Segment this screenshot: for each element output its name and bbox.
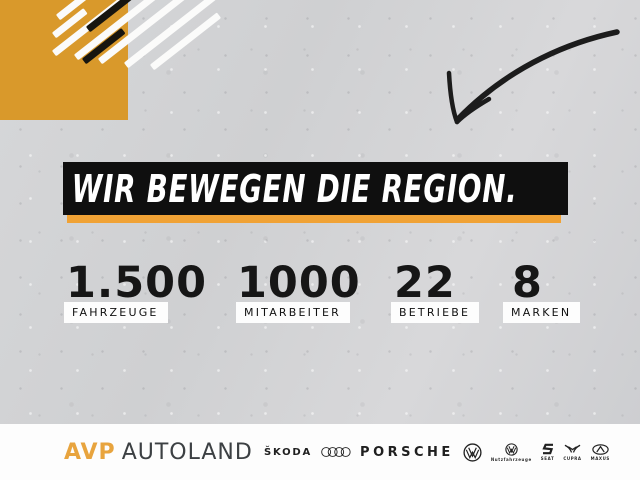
seat-icon xyxy=(541,443,553,455)
maxus-caption: MAXUS xyxy=(590,455,610,461)
vw-logo-icon xyxy=(463,442,482,462)
brand-logos-row: ŠKODA PORSCHE xyxy=(264,424,610,480)
cupra-icon xyxy=(564,444,581,453)
stat-mitarbeiter: 1000 MITARBEITER xyxy=(236,258,361,323)
cupra-caption: CUPRA xyxy=(563,455,582,461)
maxus-logo: MAXUS xyxy=(590,443,610,461)
stat-value: 22 xyxy=(394,258,456,308)
audi-rings-icon xyxy=(321,447,351,457)
skoda-logo: ŠKODA xyxy=(264,446,313,458)
stat-label: MARKEN xyxy=(503,302,581,323)
stat-label: BETRIEBE xyxy=(391,302,480,323)
seat-logo: SEAT xyxy=(541,443,555,461)
headline-underline xyxy=(67,215,561,223)
vw-nutzfahrzeuge-icon xyxy=(505,442,518,456)
maxus-icon xyxy=(592,443,609,455)
vw-nutzfahrzeuge-logo: Nutzfahrzeuge xyxy=(490,442,532,462)
stat-value: 1000 xyxy=(237,258,361,308)
footer-bar: AVP AUTOLAND ŠKODA PORSCHE xyxy=(0,424,640,480)
avp-logo-name: AUTOLAND xyxy=(121,439,253,465)
headline-text: WIR BEWEGEN DIE REGION. xyxy=(71,166,518,211)
stat-value: 1.500 xyxy=(66,258,208,308)
seat-caption: SEAT xyxy=(540,456,555,461)
diagonal-stripes-decoration xyxy=(0,0,260,146)
stat-betriebe: 22 BETRIEBE xyxy=(391,258,480,323)
cupra-logo: CUPRA xyxy=(563,444,581,461)
avp-logo-prefix: AVP xyxy=(64,439,116,465)
porsche-logo: PORSCHE xyxy=(360,444,454,460)
stat-value: 8 xyxy=(512,258,543,308)
stat-fahrzeuge: 1.500 FAHRZEUGE xyxy=(64,258,208,323)
avp-autoland-logo: AVP AUTOLAND xyxy=(64,424,253,480)
stat-label: MITARBEITER xyxy=(236,302,351,323)
stat-label: FAHRZEUGE xyxy=(64,302,168,323)
headline-banner: WIR BEWEGEN DIE REGION. xyxy=(63,162,568,215)
vw-nutzfahrzeuge-caption: Nutzfahrzeuge xyxy=(490,456,532,462)
stat-marken: 8 MARKEN xyxy=(503,258,581,323)
